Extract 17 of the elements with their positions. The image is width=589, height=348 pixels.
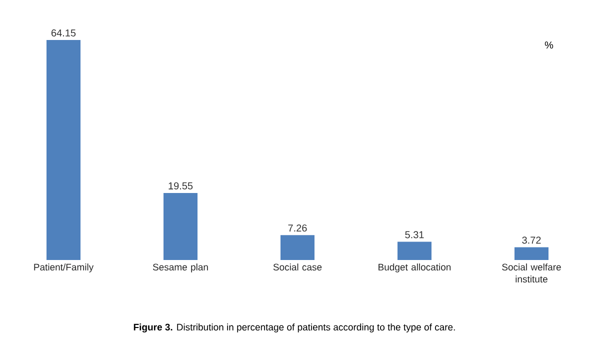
data-label: 19.55 bbox=[168, 182, 193, 190]
x-tick-label: Budget allocation bbox=[378, 264, 451, 272]
x-tick-label: Social case bbox=[273, 264, 322, 270]
data-label: 3.72 bbox=[522, 236, 541, 244]
data-label: 5.31 bbox=[405, 231, 424, 238]
x-tick-label: Social welfare institute bbox=[502, 264, 561, 282]
data-label: 64.15 bbox=[52, 29, 76, 36]
bar bbox=[164, 192, 198, 260]
text: Figure 3. Distribution in percentage of patients according to the type of care. bbox=[134, 324, 455, 332]
bar bbox=[46, 40, 81, 260]
bar bbox=[514, 247, 548, 260]
x-tick-label: Sesame plan bbox=[152, 264, 208, 272]
annotation: % bbox=[544, 42, 554, 49]
data-label: 7.26 bbox=[288, 224, 307, 232]
x-tick-label: Patient/Family bbox=[34, 264, 94, 272]
bar bbox=[398, 242, 432, 260]
bar bbox=[280, 235, 314, 260]
